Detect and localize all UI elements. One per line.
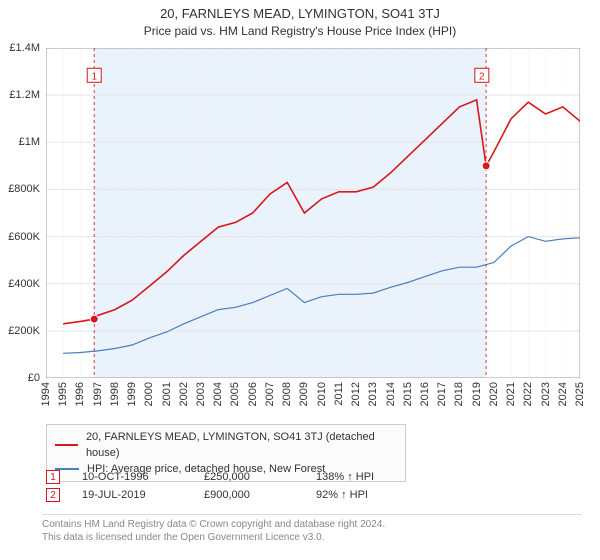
x-tick-label: 2004: [212, 382, 224, 406]
x-tick-label: 2023: [540, 382, 552, 406]
footer: Contains HM Land Registry data © Crown c…: [42, 514, 582, 544]
x-tick-label: 2006: [247, 382, 259, 406]
legend-row-property: 20, FARNLEYS MEAD, LYMINGTON, SO41 3TJ (…: [55, 429, 397, 461]
chart-svg: 12: [46, 48, 580, 378]
x-tick-label: 2024: [557, 382, 569, 406]
sale-hpi: 138% ↑ HPI: [316, 471, 436, 483]
x-tick-label: 2000: [143, 382, 155, 406]
y-tick-label: £200K: [8, 325, 40, 337]
x-tick-label: 1995: [57, 382, 69, 406]
plot-group: 12: [46, 48, 580, 378]
subtitle: Price paid vs. HM Land Registry's House …: [0, 21, 600, 38]
x-tick-label: 1994: [40, 382, 52, 406]
x-tick-label: 2012: [350, 382, 362, 406]
x-tick-label: 1996: [74, 382, 86, 406]
y-tick-label: £1M: [19, 136, 40, 148]
x-tick-label: 2019: [471, 382, 483, 406]
x-axis-labels: 1994199519961997199819992000200120022003…: [46, 380, 580, 420]
x-tick-label: 2015: [402, 382, 414, 406]
sale-date: 19-JUL-2019: [82, 489, 182, 501]
x-tick-label: 2018: [453, 382, 465, 406]
y-tick-label: £800K: [8, 183, 40, 195]
x-tick-label: 2016: [419, 382, 431, 406]
y-axis-labels: £0£200K£400K£600K£800K£1M£1.2M£1.4M: [0, 48, 44, 378]
y-tick-label: £1.2M: [9, 89, 40, 101]
footer-line2: This data is licensed under the Open Gov…: [42, 531, 582, 544]
x-tick-label: 2005: [229, 382, 241, 406]
svg-text:2: 2: [479, 71, 485, 82]
x-tick-label: 2017: [436, 382, 448, 406]
y-tick-label: £1.4M: [9, 42, 40, 54]
x-tick-label: 2010: [316, 382, 328, 406]
sale-marker-icon: 1: [46, 470, 60, 484]
x-tick-label: 1999: [126, 382, 138, 406]
legend-swatch-property: [55, 444, 78, 446]
x-tick-label: 2009: [298, 382, 310, 406]
sale-price: £900,000: [204, 489, 294, 501]
x-tick-label: 2008: [281, 382, 293, 406]
address-title: 20, FARNLEYS MEAD, LYMINGTON, SO41 3TJ: [0, 6, 600, 21]
x-tick-label: 2002: [178, 382, 190, 406]
figure-root: 20, FARNLEYS MEAD, LYMINGTON, SO41 3TJ P…: [0, 0, 600, 560]
x-tick-label: 2013: [367, 382, 379, 406]
y-tick-label: £400K: [8, 278, 40, 290]
x-tick-label: 2011: [333, 382, 345, 406]
x-tick-label: 2001: [161, 382, 173, 406]
chart-area: 12: [46, 48, 580, 378]
svg-text:1: 1: [91, 71, 97, 82]
x-tick-label: 1998: [109, 382, 121, 406]
x-tick-label: 2007: [264, 382, 276, 406]
sale-price: £250,000: [204, 471, 294, 483]
x-tick-label: 2021: [505, 382, 517, 406]
sale-row: 1 10-OCT-1996 £250,000 138% ↑ HPI: [42, 468, 582, 486]
x-tick-label: 1997: [92, 382, 104, 406]
legend-label-property: 20, FARNLEYS MEAD, LYMINGTON, SO41 3TJ (…: [86, 429, 397, 461]
y-tick-label: £0: [28, 372, 40, 384]
title-block: 20, FARNLEYS MEAD, LYMINGTON, SO41 3TJ P…: [0, 0, 600, 38]
x-tick-label: 2014: [385, 382, 397, 406]
x-tick-label: 2003: [195, 382, 207, 406]
sale-row: 2 19-JUL-2019 £900,000 92% ↑ HPI: [42, 486, 582, 504]
sale-marker-icon: 2: [46, 488, 60, 502]
footer-line1: Contains HM Land Registry data © Crown c…: [42, 518, 582, 531]
y-tick-label: £600K: [8, 231, 40, 243]
sale-hpi: 92% ↑ HPI: [316, 489, 436, 501]
sale-date: 10-OCT-1996: [82, 471, 182, 483]
x-tick-label: 2025: [574, 382, 586, 406]
x-tick-label: 2022: [522, 382, 534, 406]
sales-table: 1 10-OCT-1996 £250,000 138% ↑ HPI 2 19-JUL-20…: [42, 468, 582, 504]
x-tick-label: 2020: [488, 382, 500, 406]
